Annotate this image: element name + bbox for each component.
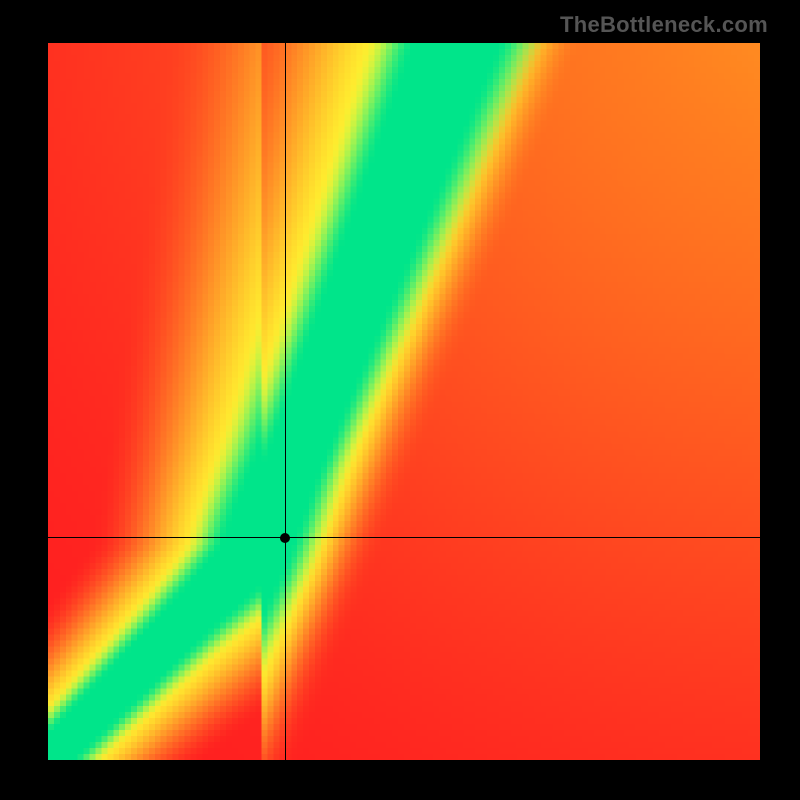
attribution-text: TheBottleneck.com — [560, 12, 768, 38]
chart-frame: TheBottleneck.com — [0, 0, 800, 800]
crosshair-dot — [278, 531, 292, 545]
bottleneck-heatmap — [48, 43, 760, 760]
crosshair-vertical — [285, 43, 286, 760]
crosshair-horizontal — [48, 537, 760, 538]
